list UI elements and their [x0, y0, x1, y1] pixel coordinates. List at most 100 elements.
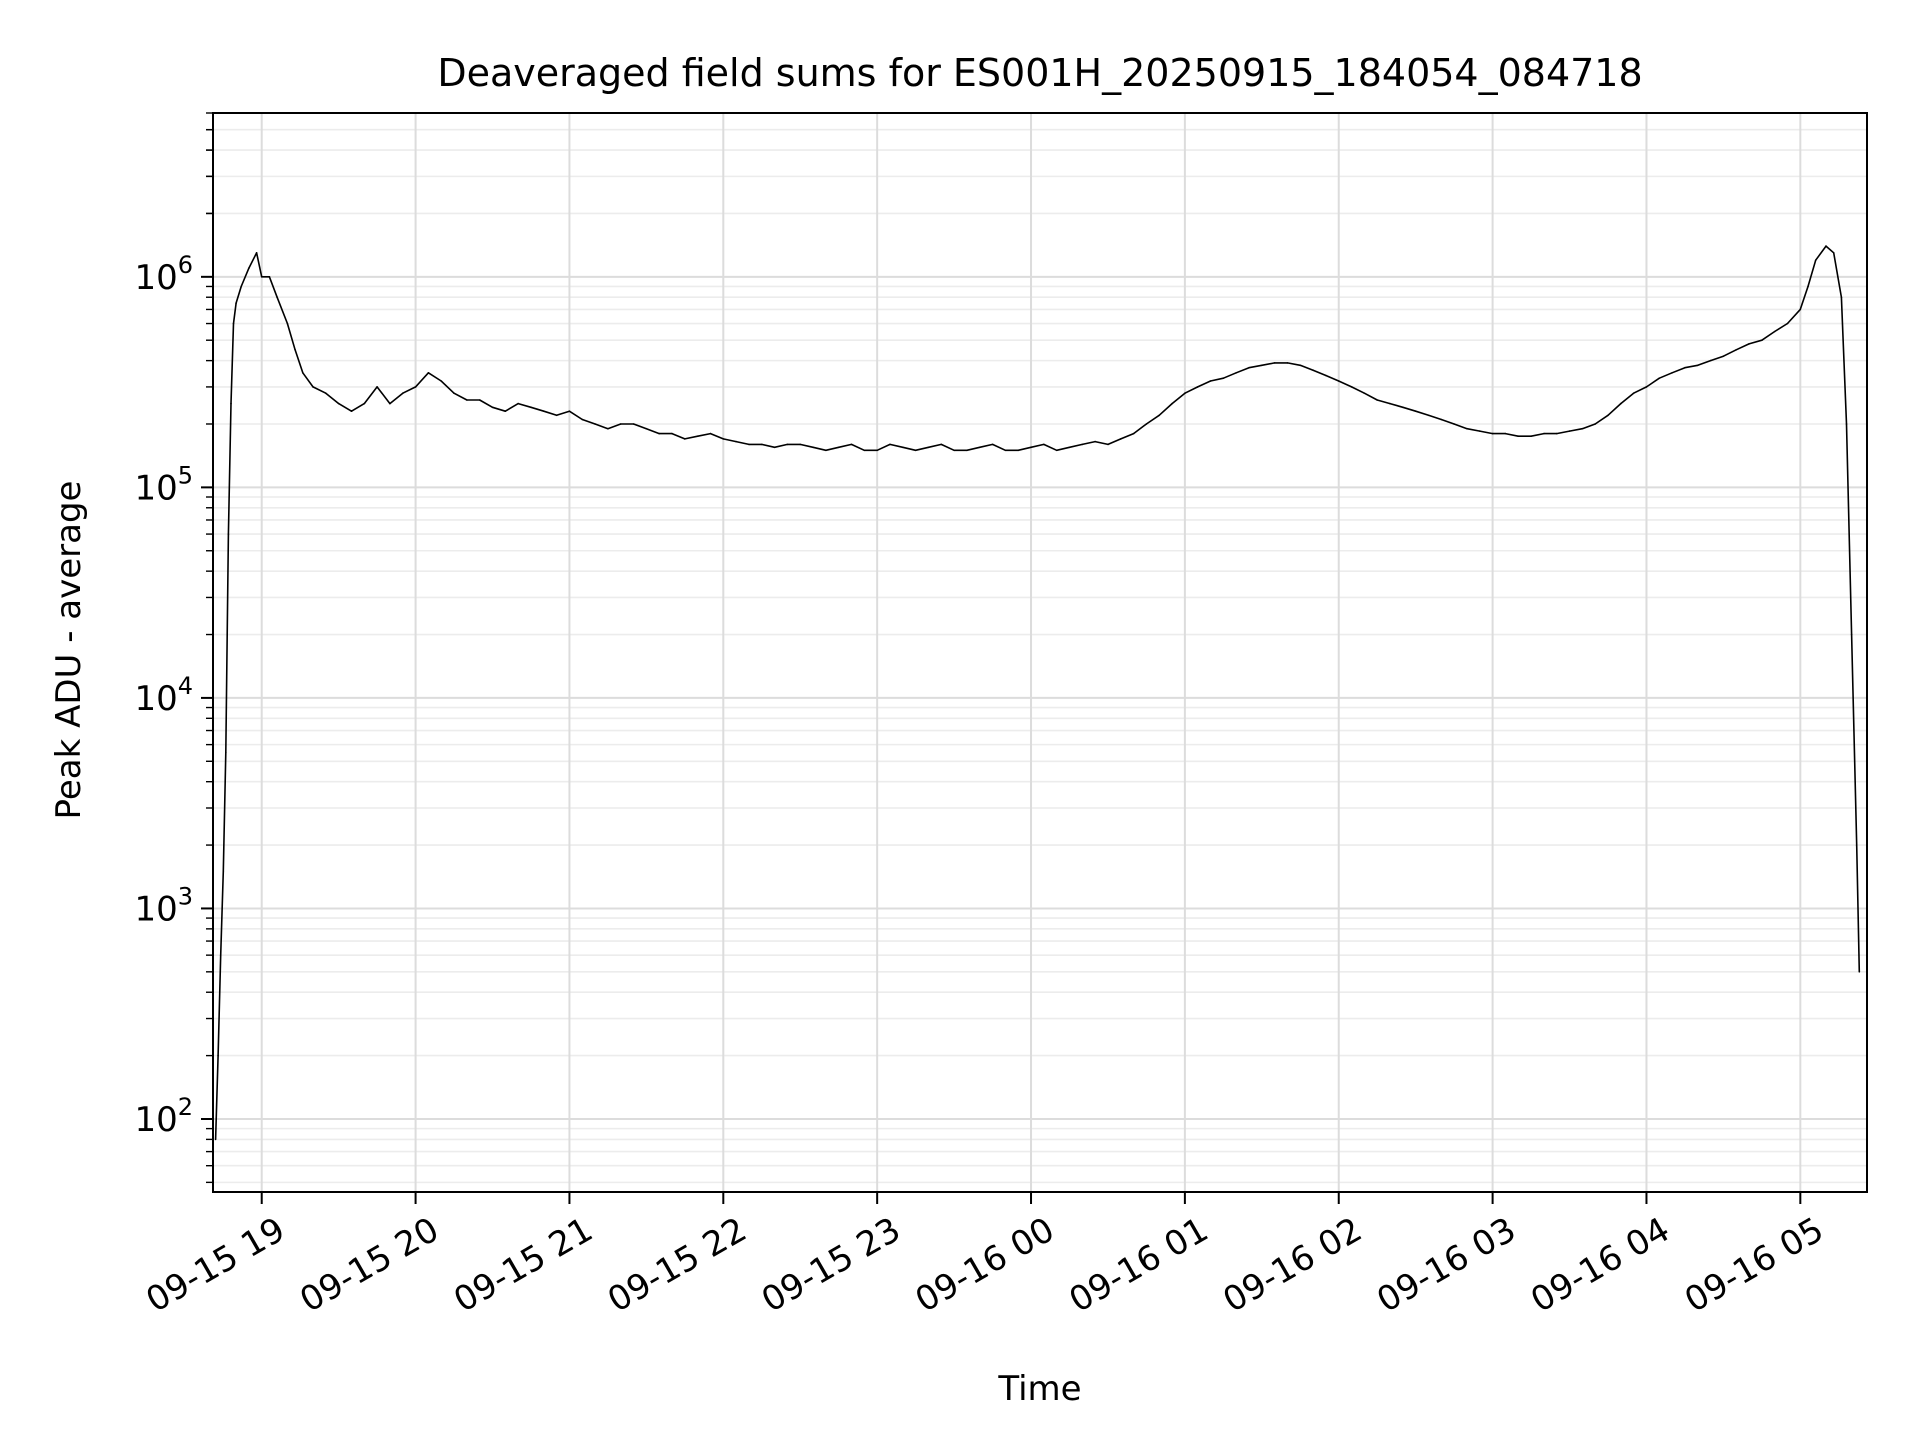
data-point — [1850, 633, 1853, 636]
data-point — [1389, 402, 1391, 405]
data-point — [1004, 449, 1007, 452]
data-point — [1414, 410, 1417, 413]
data-point — [1068, 446, 1071, 449]
data-point — [389, 402, 391, 405]
data-point — [232, 322, 235, 325]
data-point — [1761, 339, 1763, 342]
x-axis-label: Time — [997, 1369, 1081, 1409]
series-layer — [214, 245, 1861, 1141]
data-point — [302, 372, 304, 374]
data-point — [953, 449, 955, 452]
data-point — [1684, 366, 1686, 369]
data-point — [1094, 440, 1096, 443]
data-point — [248, 267, 250, 269]
data-point — [286, 322, 289, 325]
data-point — [1248, 366, 1250, 369]
data-point — [1607, 414, 1609, 417]
data-point — [1735, 349, 1737, 351]
data-point — [1799, 308, 1802, 311]
data-point — [1427, 414, 1430, 417]
data-point — [1273, 362, 1276, 364]
data-point — [607, 427, 609, 430]
data-point — [1209, 380, 1212, 382]
data-point — [991, 443, 994, 446]
data-point — [1235, 372, 1237, 374]
series-line — [214, 245, 1861, 1140]
data-point — [1773, 330, 1776, 333]
data-point — [1337, 380, 1340, 382]
data-point — [276, 296, 278, 299]
data-point — [1286, 362, 1289, 364]
data-point — [1504, 432, 1507, 435]
data-point — [825, 449, 827, 452]
data-point — [709, 432, 712, 435]
data-point — [240, 285, 242, 288]
data-point — [1840, 296, 1843, 299]
data-point — [1132, 432, 1135, 435]
y-tick-label: 102 — [134, 1093, 193, 1140]
data-point — [1568, 430, 1571, 432]
data-point — [376, 386, 378, 388]
data-point — [1645, 386, 1648, 388]
data-point — [350, 410, 353, 413]
data-point — [294, 349, 296, 351]
y-tick-label: 103 — [134, 882, 193, 929]
data-point — [1196, 386, 1199, 388]
data-point — [222, 870, 225, 873]
data-point — [786, 443, 789, 446]
data-point — [1184, 392, 1186, 395]
data-point — [268, 276, 271, 278]
plot-frame — [212, 112, 1868, 1193]
data-point — [671, 432, 673, 435]
data-point — [255, 252, 258, 254]
data-point — [1145, 423, 1148, 425]
data-point — [1786, 322, 1789, 325]
data-point — [1543, 432, 1545, 435]
minor-gridlines — [213, 112, 1867, 1184]
data-point — [978, 446, 981, 449]
data-point — [227, 533, 230, 535]
major-gridlines — [213, 113, 1867, 1192]
data-point — [1858, 971, 1861, 973]
data-point — [1453, 423, 1455, 425]
data-point — [1043, 443, 1045, 446]
data-point — [1120, 438, 1122, 440]
data-point — [1312, 369, 1314, 372]
data-point — [761, 443, 763, 446]
data-point — [1299, 364, 1302, 367]
data-point — [325, 392, 327, 395]
data-point — [696, 435, 699, 438]
data-point — [902, 446, 904, 449]
data-point — [1363, 392, 1366, 395]
data-point — [594, 423, 596, 425]
data-point — [1748, 343, 1750, 345]
data-point — [645, 427, 648, 430]
data-point — [543, 410, 545, 413]
data-point — [837, 446, 840, 449]
data-point — [363, 402, 366, 405]
y-tick-label: 104 — [134, 672, 193, 719]
data-point — [555, 414, 558, 417]
data-point — [966, 449, 968, 452]
data-point — [517, 402, 519, 405]
data-point — [1479, 430, 1481, 432]
data-point — [619, 423, 622, 425]
data-point — [1832, 252, 1835, 254]
data-point — [722, 438, 725, 440]
data-point — [927, 446, 930, 449]
data-point — [1709, 359, 1712, 362]
data-point — [466, 399, 468, 401]
data-point — [1825, 245, 1827, 247]
data-point — [1376, 399, 1378, 401]
data-point — [1855, 844, 1858, 846]
data-point — [225, 751, 227, 754]
data-point — [1491, 432, 1494, 435]
data-point — [1807, 285, 1809, 288]
data-point — [1632, 392, 1635, 395]
data-point — [1697, 364, 1699, 367]
data-point — [1017, 449, 1019, 452]
data-point — [1620, 402, 1622, 405]
data-point — [1350, 386, 1353, 388]
data-point — [1581, 427, 1584, 430]
